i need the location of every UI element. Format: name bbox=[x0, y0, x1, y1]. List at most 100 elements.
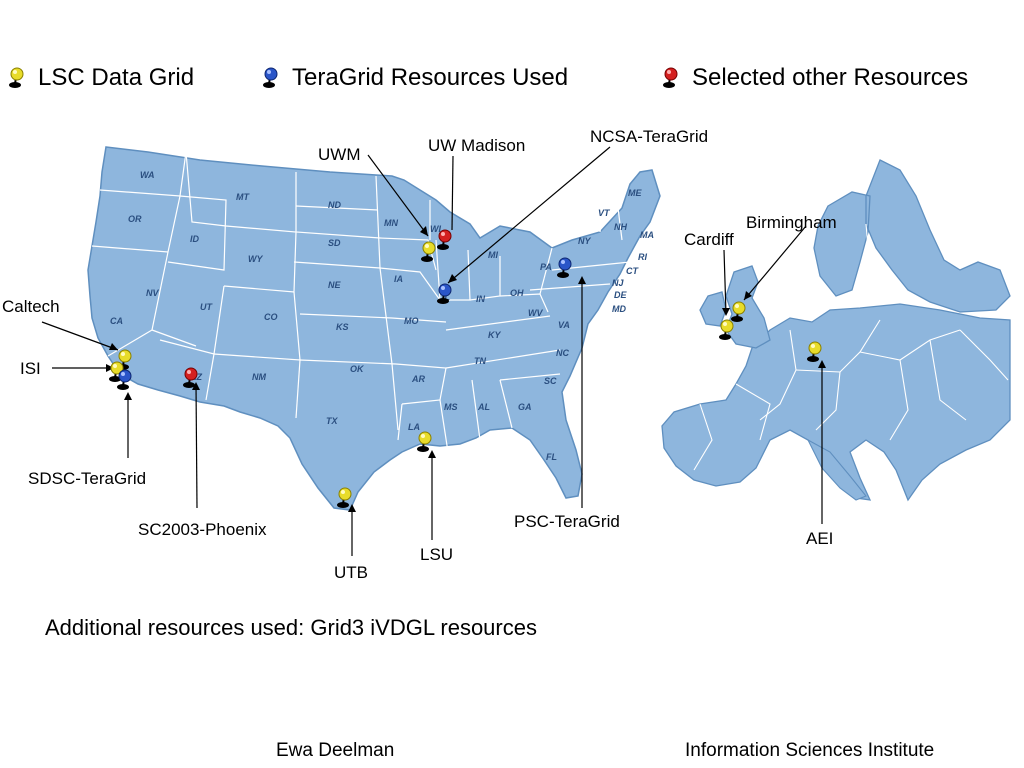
pin-sdsc-blue-icon bbox=[116, 369, 132, 391]
state-label: DE bbox=[614, 290, 627, 300]
state-label: SD bbox=[328, 238, 341, 248]
state-label: NV bbox=[146, 288, 159, 298]
pin-birmingham-yellow-icon bbox=[730, 301, 746, 323]
us-landmass bbox=[87, 146, 661, 511]
callout-birmingham bbox=[743, 225, 807, 301]
state-label: OK bbox=[350, 364, 365, 374]
state-label: MA bbox=[640, 230, 654, 240]
pin-group bbox=[108, 229, 822, 509]
arrow-head bbox=[578, 276, 586, 284]
state-label: LA bbox=[408, 422, 420, 432]
callout-uwm bbox=[367, 154, 429, 237]
state-label: UT bbox=[200, 302, 213, 312]
yellow-pin-icon bbox=[9, 67, 24, 88]
state-label: WY bbox=[248, 254, 263, 264]
arrow-head bbox=[448, 274, 457, 283]
legend-label-teragrid: TeraGrid Resources Used bbox=[292, 64, 569, 91]
arrow-head bbox=[722, 308, 730, 316]
state-label: MD bbox=[612, 304, 626, 314]
callout-ncsa bbox=[447, 146, 611, 284]
callout-phoenix bbox=[195, 383, 198, 509]
legend-label-other: Selected other Resources bbox=[692, 64, 969, 91]
callout-uw-madison bbox=[451, 155, 454, 231]
country-borders bbox=[693, 223, 1009, 471]
arrow-head bbox=[106, 364, 114, 372]
state-label: CA bbox=[110, 316, 123, 326]
state-label: SC bbox=[544, 376, 557, 386]
europe-map bbox=[661, 159, 1011, 502]
state-label: ND bbox=[328, 200, 341, 210]
pin-uw-madison-red-icon bbox=[436, 229, 452, 251]
blue-pin-icon bbox=[263, 67, 278, 88]
state-label: ME bbox=[628, 188, 642, 198]
state-label: NJ bbox=[612, 278, 624, 288]
arrow-head bbox=[744, 291, 752, 300]
pin-ncsa-blue-icon bbox=[436, 283, 452, 305]
state-label: OH bbox=[510, 288, 524, 298]
arrow-head bbox=[818, 360, 826, 368]
resource-map: WA OR CA NV ID MT WY UT CO AZ NM ND SD N… bbox=[2, 127, 1011, 582]
arrow-head bbox=[109, 343, 118, 350]
site-label-cardiff: Cardiff bbox=[684, 230, 734, 249]
legend-teragrid: TeraGrid Resources Used bbox=[262, 64, 568, 92]
state-label: IA bbox=[394, 274, 403, 284]
state-label: CO bbox=[264, 312, 278, 322]
state-label: WV bbox=[528, 308, 543, 318]
state-label: RI bbox=[638, 252, 647, 262]
site-label-caltech: Caltech bbox=[2, 297, 60, 316]
state-label: MI bbox=[488, 250, 498, 260]
state-label: WA bbox=[140, 170, 155, 180]
state-label: TN bbox=[474, 356, 486, 366]
pin-phoenix-red-icon bbox=[182, 367, 198, 389]
state-label: KS bbox=[336, 322, 349, 332]
state-label: AL bbox=[477, 402, 490, 412]
pin-lsu-yellow-icon bbox=[416, 431, 432, 453]
pin-caltech-yellow-icon bbox=[116, 349, 132, 371]
uk-landmass bbox=[725, 265, 771, 349]
arrow-head bbox=[428, 450, 436, 458]
state-label: NM bbox=[252, 372, 266, 382]
state-label: NC bbox=[556, 348, 569, 358]
state-label: FL bbox=[546, 452, 557, 462]
pin-uwm-yellow-icon bbox=[420, 241, 436, 263]
legend-other: Selected other Resources bbox=[662, 64, 968, 92]
state-label: OR bbox=[128, 214, 142, 224]
site-label-uwm: UWM bbox=[318, 145, 360, 164]
site-label-phoenix: SC2003-Phoenix bbox=[138, 520, 267, 539]
state-label: NY bbox=[578, 236, 591, 246]
state-label: NE bbox=[328, 280, 341, 290]
site-label-group: UWM UW Madison NCSA-TeraGrid Caltech ISI… bbox=[2, 127, 837, 582]
site-label-birmingham: Birmingham bbox=[746, 213, 837, 232]
state-label: VT bbox=[598, 208, 611, 218]
footer-author: Ewa Deelman bbox=[276, 740, 395, 761]
state-label: MS bbox=[444, 402, 458, 412]
scandinavia-landmass bbox=[813, 159, 1011, 313]
state-label: TX bbox=[326, 416, 338, 426]
site-label-utb: UTB bbox=[334, 563, 368, 582]
ireland-landmass bbox=[699, 291, 727, 327]
callout-lines bbox=[41, 146, 826, 556]
red-pin-icon bbox=[663, 67, 678, 88]
site-label-sdsc: SDSC-TeraGrid bbox=[28, 469, 146, 488]
pin-isi-yellow-icon bbox=[108, 361, 124, 383]
pin-cardiff-yellow-icon bbox=[718, 319, 734, 341]
state-label: CT bbox=[626, 266, 639, 276]
footer-institution: Information Sciences Institute bbox=[685, 740, 935, 761]
pin-aei-yellow-icon bbox=[806, 341, 822, 363]
arrow-head bbox=[124, 392, 132, 400]
state-label: MN bbox=[384, 218, 398, 228]
legend-lsc-data-grid: LSC Data Grid bbox=[8, 64, 194, 92]
pin-psc-blue-icon bbox=[556, 257, 572, 279]
site-label-isi: ISI bbox=[20, 359, 41, 378]
pin-utb-yellow-icon bbox=[336, 487, 352, 509]
arrow-head bbox=[192, 382, 200, 390]
mainland-europe-landmass bbox=[661, 303, 1011, 502]
us-map: WA OR CA NV ID MT WY UT CO AZ NM ND SD N… bbox=[87, 146, 661, 511]
arrow-head bbox=[348, 504, 356, 512]
state-label: MO bbox=[404, 316, 419, 326]
state-label: WI bbox=[430, 224, 441, 234]
site-label-uw-madison: UW Madison bbox=[428, 136, 525, 155]
state-borders bbox=[91, 151, 631, 453]
state-label: MT bbox=[236, 192, 250, 202]
site-label-aei: AEI bbox=[806, 529, 833, 548]
